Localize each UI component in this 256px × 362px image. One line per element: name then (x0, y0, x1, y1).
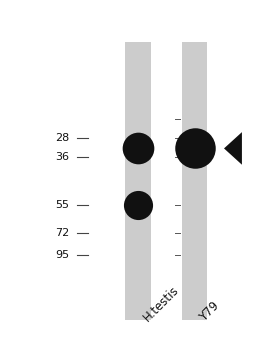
Point (193, 211, 197, 216)
Text: 36: 36 (55, 152, 69, 163)
Bar (125, 42, 151, 320)
Text: Y79: Y79 (197, 299, 222, 324)
Text: 28: 28 (55, 132, 69, 143)
Point (136, 211, 140, 216)
Bar (182, 42, 207, 320)
Polygon shape (224, 132, 242, 165)
Text: 55: 55 (55, 199, 69, 210)
Text: 72: 72 (55, 228, 69, 239)
Point (136, 155, 140, 160)
Text: 95: 95 (55, 250, 69, 260)
Text: H.testis: H.testis (141, 283, 182, 324)
